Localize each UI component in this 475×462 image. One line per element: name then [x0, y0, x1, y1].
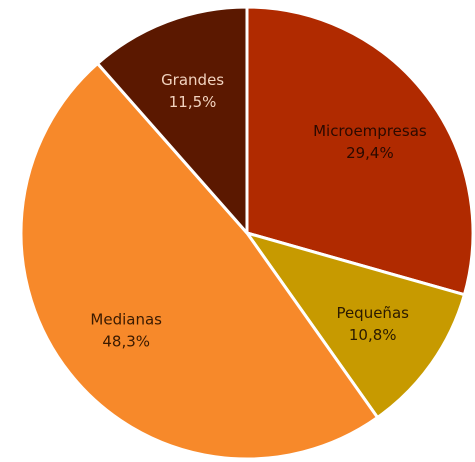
slice-value-label: 48,3%	[102, 333, 150, 351]
slice-value-label: 29,4%	[346, 144, 394, 162]
pie-slice-grandes	[96, 5, 249, 235]
slice-name-label: Pequeñas	[336, 304, 409, 322]
slice-name-label: Microempresas	[313, 122, 427, 140]
pie-slice-pequenas	[245, 231, 466, 419]
slice-name-label: Grandes	[161, 71, 224, 89]
pie-slice-microempresas	[245, 5, 475, 297]
slice-value-label: 10,8%	[349, 326, 397, 344]
pie-slice-medianas	[19, 61, 380, 461]
slice-value-label: 11,5%	[169, 93, 217, 111]
slices-group	[19, 5, 475, 461]
slice-name-label: Medianas	[90, 311, 162, 329]
labels-group: Microempresas 29,4% Pequeñas 10,8% Medianas 4…	[90, 71, 426, 351]
